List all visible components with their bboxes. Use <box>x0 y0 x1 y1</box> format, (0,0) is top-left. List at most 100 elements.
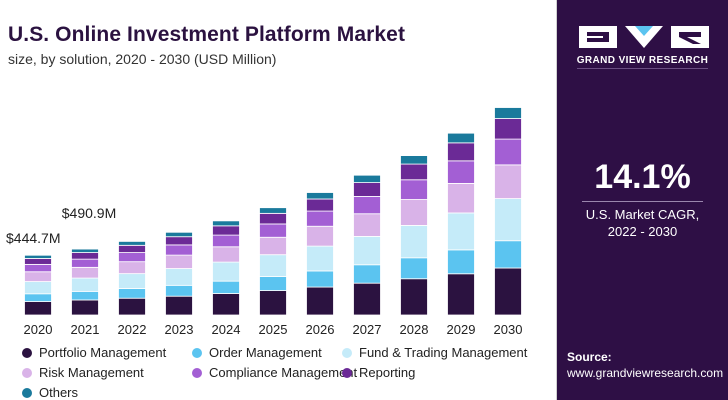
legend-item: Compliance Management <box>192 365 357 380</box>
bar-segment-2029-4 <box>447 160 475 184</box>
legend-item: Portfolio Management <box>22 345 192 360</box>
x-tick-label: 2028 <box>400 322 429 337</box>
brand-divider <box>577 68 708 69</box>
cagr-divider <box>582 201 703 202</box>
cagr-value: 14.1% <box>594 158 691 196</box>
bar-segment-2023-3 <box>165 254 193 269</box>
legend-label: Others <box>39 385 79 400</box>
bar-segment-2024-2 <box>212 261 240 282</box>
bar-segment-2023-1 <box>165 284 193 297</box>
legend-swatch <box>22 387 32 398</box>
bar-segment-2029-5 <box>447 142 475 162</box>
bar-segment-2020-1 <box>24 293 52 302</box>
bar-segment-2030-5 <box>494 118 522 140</box>
x-tick-label: 2022 <box>118 322 147 337</box>
bar-segment-2027-3 <box>353 213 381 237</box>
stacked-bar-chart: 2020 2021 2022 2023 2024 2025 2026 2027 2028 2029… <box>6 107 523 337</box>
bar-segment-2025-2 <box>259 254 287 277</box>
bar-segment-2026-6 <box>306 192 334 200</box>
x-tick-label: 2027 <box>353 322 382 337</box>
legend-item: Order Management <box>192 345 342 360</box>
bar-segment-2026-2 <box>306 245 334 272</box>
bar-segment-2028-4 <box>400 179 428 200</box>
bar-segment-2028-2 <box>400 225 428 259</box>
data-label-2020: $444.7M <box>6 230 60 246</box>
legend-label: Portfolio Management <box>39 345 167 360</box>
bar-segment-2030-3 <box>494 164 522 199</box>
bar-segment-2029-3 <box>447 183 475 214</box>
legend-item: Risk Management <box>22 365 192 380</box>
bar-segment-2022-5 <box>118 244 146 253</box>
legend-swatch <box>192 367 202 378</box>
grand-view-research-logo-icon <box>579 26 709 48</box>
bar-segment-2027-2 <box>353 236 381 266</box>
x-tick-label: 2021 <box>71 322 100 337</box>
x-tick-label: 2026 <box>306 322 335 337</box>
legend-swatch <box>342 347 352 358</box>
legend-label: Reporting <box>359 365 416 380</box>
bar-segment-2025-3 <box>259 236 287 256</box>
bar-segment-2024-6 <box>212 220 240 227</box>
bar-segment-2026-4 <box>306 210 334 227</box>
source-url[interactable]: www.grandviewresearch.com <box>567 366 724 380</box>
bar-segment-2022-6 <box>118 241 146 246</box>
chart-subtitle: size, by solution, 2020 - 2030 (USD Mill… <box>8 51 277 67</box>
x-tick-label: 2020 <box>24 322 53 337</box>
bar-segment-2028-1 <box>400 257 428 280</box>
legend-label: Fund & Trading Management <box>359 345 528 360</box>
legend-item: Fund & Trading Management <box>342 345 552 360</box>
bar-segment-2027-4 <box>353 196 381 215</box>
bar-segment-2022-0 <box>118 297 146 316</box>
bar-segment-2020-3 <box>24 271 52 282</box>
bar-segment-2020-4 <box>24 263 52 273</box>
legend-swatch <box>342 367 352 378</box>
bar-segment-2021-3 <box>71 266 99 279</box>
bar-segment-2022-1 <box>118 288 146 299</box>
bar-segment-2027-5 <box>353 182 381 197</box>
bar-segment-2021-6 <box>71 248 99 253</box>
data-label-2021: $490.9M <box>62 205 116 221</box>
bar-segment-2020-2 <box>24 281 52 295</box>
x-tick-label: 2030 <box>494 322 523 337</box>
x-tick-label: 2029 <box>447 322 476 337</box>
bar-segment-2030-6 <box>494 107 522 119</box>
bar-segment-2030-1 <box>494 240 522 269</box>
bar-segment-2028-0 <box>400 278 428 316</box>
bar-segment-2022-3 <box>118 261 146 275</box>
bar-segment-2025-5 <box>259 212 287 225</box>
bar-segment-2029-2 <box>447 212 475 251</box>
bar-segment-2026-5 <box>306 198 334 212</box>
bar-segment-2021-5 <box>71 252 99 260</box>
bar-segment-2023-2 <box>165 268 193 286</box>
bar-segment-2024-4 <box>212 234 240 248</box>
legend-label: Compliance Management <box>209 365 358 380</box>
bar-segment-2023-0 <box>165 295 193 316</box>
bar-segment-2030-4 <box>494 138 522 166</box>
bar-segment-2029-6 <box>447 132 475 144</box>
legend-label: Order Management <box>209 345 322 360</box>
bar-segment-2025-1 <box>259 276 287 291</box>
brand-name: GRAND VIEW RESEARCH <box>576 55 709 66</box>
bar-segment-2023-5 <box>165 236 193 246</box>
bar-segment-2027-6 <box>353 174 381 183</box>
legend-swatch <box>192 347 202 358</box>
bar-segment-2021-0 <box>71 299 99 316</box>
cagr-label-line2: 2022 - 2030 <box>607 224 678 239</box>
bar-segment-2029-0 <box>447 273 475 316</box>
bar-segment-2023-6 <box>165 231 193 238</box>
bar-segment-2026-0 <box>306 286 334 316</box>
bar-segment-2020-6 <box>24 254 52 259</box>
bar-segment-2027-1 <box>353 264 381 284</box>
bar-segment-2027-0 <box>353 282 381 316</box>
bar-segment-2026-1 <box>306 270 334 288</box>
bar-segment-2025-0 <box>259 290 287 316</box>
bar-segment-2020-5 <box>24 258 52 265</box>
bar-segment-2025-6 <box>259 207 287 214</box>
bar-segment-2028-3 <box>400 199 428 226</box>
bar-segment-2030-2 <box>494 198 522 242</box>
legend-item: Reporting <box>342 365 552 380</box>
sidebar-panel: GRAND VIEW RESEARCH 14.1% U.S. Market CA… <box>557 0 728 400</box>
bar-segment-2022-2 <box>118 273 146 289</box>
bar-segment-2026-3 <box>306 225 334 247</box>
